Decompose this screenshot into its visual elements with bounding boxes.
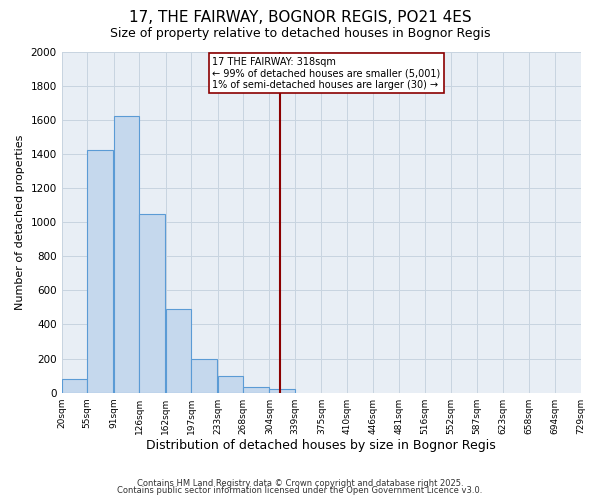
Bar xyxy=(62,379,87,392)
Bar xyxy=(243,386,269,392)
Text: Contains public sector information licensed under the Open Government Licence v3: Contains public sector information licen… xyxy=(118,486,482,495)
Bar xyxy=(269,390,295,392)
Bar xyxy=(139,214,165,392)
Text: Size of property relative to detached houses in Bognor Regis: Size of property relative to detached ho… xyxy=(110,28,490,40)
Text: Contains HM Land Registry data © Crown copyright and database right 2025.: Contains HM Land Registry data © Crown c… xyxy=(137,478,463,488)
Bar xyxy=(166,309,191,392)
Text: 17, THE FAIRWAY, BOGNOR REGIS, PO21 4ES: 17, THE FAIRWAY, BOGNOR REGIS, PO21 4ES xyxy=(128,10,472,25)
Y-axis label: Number of detached properties: Number of detached properties xyxy=(15,134,25,310)
X-axis label: Distribution of detached houses by size in Bognor Regis: Distribution of detached houses by size … xyxy=(146,440,496,452)
Bar xyxy=(113,116,139,392)
Text: 17 THE FAIRWAY: 318sqm
← 99% of detached houses are smaller (5,001)
1% of semi-d: 17 THE FAIRWAY: 318sqm ← 99% of detached… xyxy=(212,56,440,90)
Bar xyxy=(87,150,113,392)
Bar xyxy=(191,358,217,392)
Bar xyxy=(218,376,243,392)
